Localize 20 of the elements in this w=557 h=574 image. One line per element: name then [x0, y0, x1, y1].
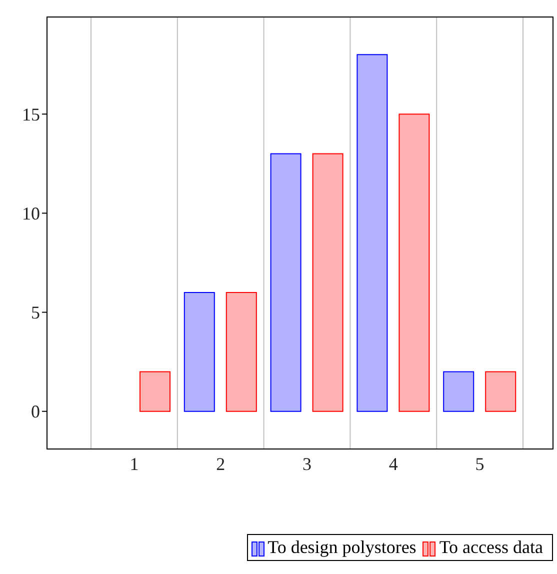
- x-tick-label: 1: [130, 454, 139, 474]
- y-tick-label: 5: [31, 302, 40, 323]
- bar: [270, 153, 302, 412]
- bar: [443, 371, 474, 412]
- x-tick-label: 3: [302, 454, 312, 474]
- bar: [312, 153, 344, 412]
- x-tick-label: 5: [475, 454, 484, 474]
- bar: [398, 114, 430, 412]
- y-tick-label: 10: [22, 204, 40, 224]
- legend-label: To access data: [439, 537, 543, 558]
- x-tick-label: 2: [216, 454, 226, 474]
- bar: [226, 292, 257, 412]
- y-tick-label: 15: [22, 104, 40, 124]
- bar: [184, 292, 215, 412]
- y-tick-label: 0: [31, 402, 40, 422]
- bar: [140, 371, 170, 412]
- x-tick-label: 4: [388, 454, 398, 474]
- bar: [485, 371, 516, 412]
- legend-label: To design polystores: [268, 537, 416, 558]
- bar: [356, 54, 388, 412]
